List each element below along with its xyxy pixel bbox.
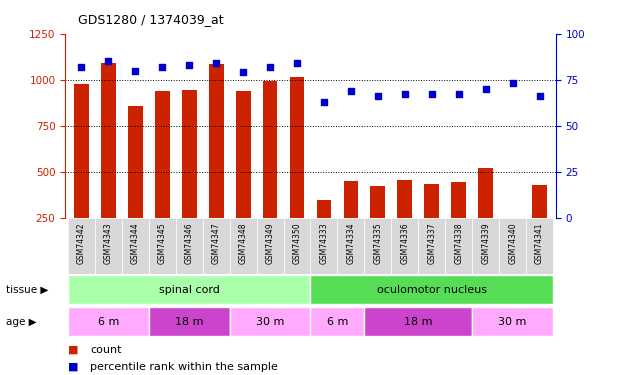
Text: 18 m: 18 m [175, 316, 204, 327]
Text: GSM74343: GSM74343 [104, 222, 113, 264]
Text: ■: ■ [68, 345, 79, 355]
Bar [182, 90, 197, 218]
Point [211, 60, 221, 66]
Bar [230, 307, 310, 336]
Text: GSM74335: GSM74335 [373, 222, 383, 264]
Bar [371, 186, 385, 218]
Bar [310, 307, 365, 336]
Bar [499, 217, 526, 274]
Text: GSM74338: GSM74338 [454, 222, 463, 264]
Point [346, 88, 356, 94]
Text: GSM74333: GSM74333 [319, 222, 329, 264]
Text: GSM74346: GSM74346 [184, 222, 194, 264]
Bar [122, 217, 149, 274]
Point [238, 69, 248, 75]
Point [535, 93, 545, 99]
Bar [365, 217, 391, 274]
Bar [101, 63, 116, 217]
Bar [209, 64, 224, 217]
Bar [284, 217, 310, 274]
Point [157, 64, 167, 70]
Bar [149, 217, 176, 274]
Bar [472, 307, 553, 336]
Text: 30 m: 30 m [256, 316, 284, 327]
Point [130, 68, 140, 74]
Bar [176, 217, 202, 274]
Text: oculomotor nucleus: oculomotor nucleus [377, 285, 487, 295]
Bar [532, 185, 547, 218]
Bar [155, 91, 170, 218]
Text: 6 m: 6 m [327, 316, 348, 327]
Text: GSM74336: GSM74336 [401, 222, 409, 264]
Bar [478, 168, 493, 217]
Text: GSM74334: GSM74334 [347, 222, 355, 264]
Bar [310, 275, 553, 304]
Bar [68, 217, 95, 274]
Text: GSM74337: GSM74337 [427, 222, 437, 264]
Bar [445, 217, 472, 274]
Bar [472, 217, 499, 274]
Text: GSM74341: GSM74341 [535, 222, 544, 264]
Bar [310, 217, 337, 274]
Text: count: count [90, 345, 122, 355]
Bar [526, 217, 553, 274]
Text: GSM74339: GSM74339 [481, 222, 490, 264]
Point [508, 80, 518, 86]
Bar [95, 217, 122, 274]
Bar [391, 217, 419, 274]
Text: spinal cord: spinal cord [159, 285, 220, 295]
Bar [128, 106, 143, 218]
Text: GSM74345: GSM74345 [158, 222, 167, 264]
Point [292, 60, 302, 66]
Bar [68, 275, 310, 304]
Bar [149, 307, 230, 336]
Bar [230, 217, 256, 274]
Text: age ▶: age ▶ [6, 316, 37, 327]
Bar [337, 217, 365, 274]
Bar [74, 84, 89, 218]
Text: GSM74348: GSM74348 [238, 222, 248, 264]
Bar [419, 217, 445, 274]
Point [76, 64, 86, 70]
Text: percentile rank within the sample: percentile rank within the sample [90, 362, 278, 372]
Point [427, 92, 437, 98]
Point [184, 62, 194, 68]
Bar [424, 184, 439, 218]
Text: tissue ▶: tissue ▶ [6, 285, 48, 295]
Bar [397, 180, 412, 218]
Bar [343, 181, 358, 218]
Text: GSM74340: GSM74340 [508, 222, 517, 264]
Bar [256, 217, 284, 274]
Text: GSM74344: GSM74344 [131, 222, 140, 264]
Bar [365, 307, 472, 336]
Bar [202, 217, 230, 274]
Bar [289, 77, 304, 218]
Text: ■: ■ [68, 362, 79, 372]
Point [400, 92, 410, 98]
Text: 6 m: 6 m [97, 316, 119, 327]
Text: GDS1280 / 1374039_at: GDS1280 / 1374039_at [78, 13, 224, 26]
Text: GSM74342: GSM74342 [77, 222, 86, 264]
Point [373, 93, 383, 99]
Point [319, 99, 329, 105]
Bar [317, 200, 332, 217]
Point [454, 92, 464, 98]
Bar [451, 182, 466, 218]
Bar [236, 91, 250, 218]
Point [103, 58, 113, 64]
Text: GSM74347: GSM74347 [212, 222, 220, 264]
Text: GSM74350: GSM74350 [292, 222, 302, 264]
Text: 30 m: 30 m [499, 316, 527, 327]
Bar [68, 307, 149, 336]
Bar [263, 81, 278, 218]
Point [265, 64, 275, 70]
Text: 18 m: 18 m [404, 316, 433, 327]
Text: GSM74349: GSM74349 [266, 222, 274, 264]
Bar [505, 217, 520, 219]
Point [481, 86, 491, 92]
